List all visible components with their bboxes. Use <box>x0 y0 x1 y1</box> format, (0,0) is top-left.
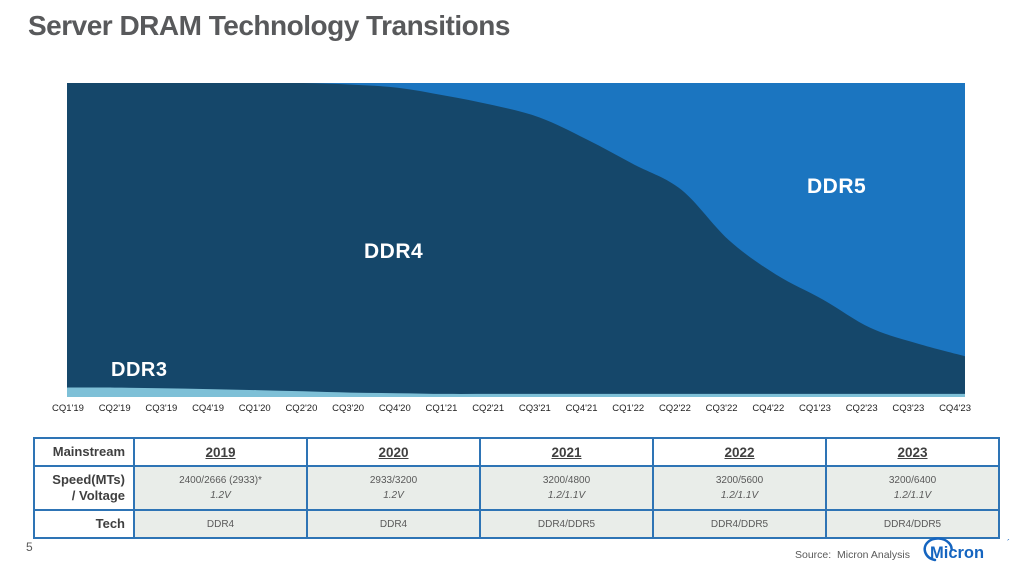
voltage-value: 1.2V <box>383 490 404 501</box>
year-header-cell: 2020 <box>306 437 481 467</box>
x-axis-label: CQ1'20 <box>238 403 271 414</box>
year-header-cell: 2023 <box>825 437 1000 467</box>
trademark-tick: ´ <box>1007 538 1010 548</box>
voltage-value: 1.2/1.1V <box>547 490 586 501</box>
tech-cell: DDR4/DDR5 <box>825 509 1000 539</box>
x-axis-label: CQ4'19 <box>192 403 224 414</box>
x-axis-label: CQ3'19 <box>145 403 178 414</box>
corner-label-cell: Mainstream <box>33 437 135 467</box>
ddr5-area-label: DDR5 <box>807 175 867 198</box>
speed-voltage-cell: 2933/3200 1.2V <box>306 465 481 511</box>
ddr4-area-label: DDR4 <box>364 240 424 263</box>
speed-value: 3200/5600 <box>715 475 764 486</box>
table-header-row: Mainstream 2019 2020 2021 2022 2023 <box>33 437 1000 467</box>
speed-value: 2933/3200 <box>369 475 418 486</box>
x-axis-label: CQ1'21 <box>425 403 458 414</box>
year-header-cell: 2019 <box>133 437 308 467</box>
spec-table: Mainstream 2019 2020 2021 2022 2023 Speed(MTs)… <box>33 437 1000 539</box>
speed-value: 3200/4800 <box>542 475 591 486</box>
x-axis-label: CQ2'19 <box>98 403 131 414</box>
tech-row: Tech DDR4 DDR4 DDR4/DDR5 DDR4/DDR5 DDR4/DDR5 <box>33 509 1000 539</box>
x-axis: CQ1'19 CQ2'19 CQ3'19 CQ4'19 CQ1'20 CQ2'20 CQ3'… <box>52 403 971 414</box>
ddr3-area-label: DDR3 <box>111 359 168 381</box>
voltage-value: 1.2/1.1V <box>893 490 932 501</box>
page-title: Server DRAM Technology Transitions <box>28 10 510 41</box>
micron-wordmark: Micron <box>930 544 984 562</box>
tech-cell: DDR4/DDR5 <box>479 509 654 539</box>
speed-voltage-label-cell: Speed(MTs) / Voltage <box>33 465 135 511</box>
voltage-value: 1.2/1.1V <box>720 490 759 501</box>
tech-cell: DDR4/DDR5 <box>652 509 827 539</box>
x-axis-label: CQ4'21 <box>565 403 598 414</box>
x-axis-label: CQ2'22 <box>658 403 691 414</box>
x-axis-label: CQ3'21 <box>518 403 551 414</box>
micron-logo: Micron ´ <box>923 537 1010 562</box>
tech-cell: DDR4 <box>133 509 308 539</box>
x-axis-label: CQ1'19 <box>52 403 84 414</box>
x-axis-label: CQ2'23 <box>845 403 878 414</box>
x-axis-label: CQ3'22 <box>705 403 738 414</box>
speed-voltage-row: Speed(MTs) / Voltage 2400/2666 (2933)* 1.2V… <box>33 465 1000 511</box>
tech-cell: DDR4 <box>306 509 481 539</box>
x-axis-label: CQ3'20 <box>332 403 365 414</box>
ddr3-area <box>67 387 965 397</box>
page-number: 5 <box>26 540 33 554</box>
x-axis-label: CQ3'23 <box>892 403 925 414</box>
x-axis-label: CQ4'23 <box>939 403 971 414</box>
speed-voltage-cell: 2400/2666 (2933)* 1.2V <box>133 465 308 511</box>
x-axis-label: CQ4'22 <box>752 403 785 414</box>
x-axis-label: CQ2'21 <box>472 403 505 414</box>
speed-voltage-cell: 3200/5600 1.2/1.1V <box>652 465 827 511</box>
ddr5-area <box>67 83 965 357</box>
tech-label-cell: Tech <box>33 509 135 539</box>
x-axis-label: CQ4'20 <box>378 403 411 414</box>
speed-voltage-cell: 3200/4800 1.2/1.1V <box>479 465 654 511</box>
x-axis-label: CQ2'20 <box>285 403 318 414</box>
year-header-cell: 2021 <box>479 437 654 467</box>
source-text: Source: Micron Analysis <box>795 549 910 561</box>
speed-voltage-cell: 3200/6400 1.2/1.1V <box>825 465 1000 511</box>
x-axis-label: CQ1'22 <box>612 403 645 414</box>
x-axis-label: CQ1'23 <box>799 403 831 414</box>
speed-value: 2400/2666 (2933)* <box>179 475 262 486</box>
speed-value: 3200/6400 <box>888 475 937 486</box>
micron-swoosh-icon <box>923 537 953 562</box>
year-header-cell: 2022 <box>652 437 827 467</box>
dram-transition-chart: DDR3 DDR4 DDR5 <box>67 83 965 397</box>
stacked-area-svg <box>67 83 965 397</box>
voltage-value: 1.2V <box>210 490 231 501</box>
